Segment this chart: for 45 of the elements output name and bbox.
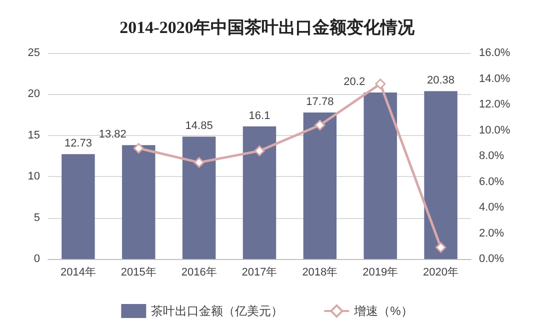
data-label: 16.1 bbox=[248, 110, 270, 122]
y2-tick-label: 14.0% bbox=[479, 72, 510, 85]
point bbox=[314, 120, 326, 130]
point bbox=[194, 157, 204, 168]
data-label: 20.2 bbox=[344, 76, 366, 88]
point bbox=[133, 143, 144, 154]
x-tick-label: 2020年 bbox=[423, 266, 459, 278]
bar bbox=[122, 145, 156, 259]
y-tick-label: 15 bbox=[28, 129, 40, 142]
data-label: 20.38 bbox=[427, 74, 455, 87]
bar bbox=[62, 154, 95, 259]
y-tick-label: 0 bbox=[34, 253, 40, 265]
chart-title: 2014-2020年中国茶叶出口金额变化情况 bbox=[120, 18, 416, 37]
y-tick-label: 5 bbox=[34, 212, 40, 224]
x-tick-label: 2016年 bbox=[181, 266, 217, 278]
data-label: 13.82 bbox=[98, 128, 126, 141]
y2-tick-label: 10.0% bbox=[479, 124, 510, 136]
y2-tick-label: 4.0% bbox=[479, 202, 504, 214]
x-tick-label: 2015年 bbox=[120, 266, 156, 278]
legend-label: 增速（%） bbox=[353, 304, 413, 318]
x-tick-label: 2014年 bbox=[60, 266, 96, 278]
y2-tick-label: 2.0% bbox=[479, 227, 504, 240]
y2-tick-label: 8.0% bbox=[479, 150, 504, 162]
point bbox=[436, 242, 446, 253]
y2-tick-label: 0.0% bbox=[479, 253, 504, 265]
bar bbox=[182, 136, 216, 259]
bar bbox=[242, 126, 276, 259]
y2-tick-label: 16.0% bbox=[479, 47, 510, 59]
data-label: 12.73 bbox=[64, 138, 92, 150]
data-label: 14.85 bbox=[185, 120, 213, 132]
bar bbox=[364, 92, 397, 259]
x-tick-label: 2017年 bbox=[242, 266, 278, 278]
bar bbox=[303, 112, 337, 259]
y-tick-label: 25 bbox=[28, 47, 40, 59]
data-label: 17.78 bbox=[306, 96, 334, 108]
legend-label: 茶叶出口金额（亿美元） bbox=[151, 304, 284, 318]
y-tick-label: 20 bbox=[28, 88, 40, 100]
point bbox=[375, 78, 386, 90]
x-tick-label: 2018年 bbox=[302, 266, 338, 278]
y2-tick-label: 12.0% bbox=[479, 98, 510, 110]
y-tick-label: 10 bbox=[28, 170, 40, 183]
point bbox=[254, 146, 265, 156]
bar bbox=[424, 91, 458, 259]
y2-tick-label: 6.0% bbox=[479, 176, 504, 188]
x-tick-label: 2019年 bbox=[362, 266, 398, 278]
